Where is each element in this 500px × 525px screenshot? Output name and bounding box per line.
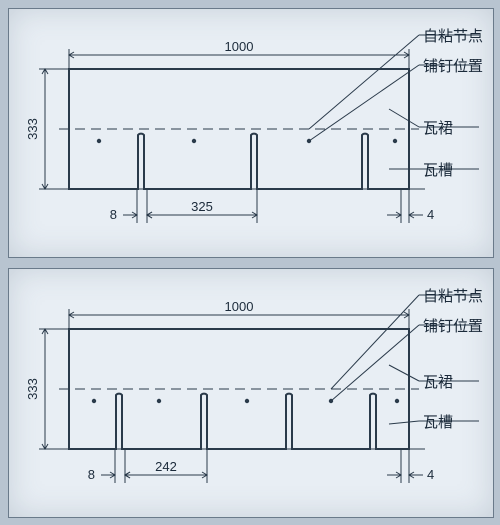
dim-height: 333	[25, 118, 40, 140]
dim-width: 1000	[225, 299, 254, 314]
nail-dot	[97, 139, 101, 143]
nail-dot	[157, 399, 161, 403]
leader-adhesive	[331, 295, 419, 389]
label-slot: 瓦槽	[423, 411, 453, 432]
diagram-panel-top: 1000 333 8 325 4 自粘节点铺钉位置瓦裙瓦槽	[8, 8, 494, 258]
leader-adhesive	[309, 35, 419, 129]
nail-dot	[92, 399, 96, 403]
dim-height: 333	[25, 378, 40, 400]
leader-skirt	[389, 109, 419, 127]
dim-tab-width: 242	[155, 459, 177, 474]
label-slot: 瓦槽	[423, 159, 453, 180]
nail-dot	[192, 139, 196, 143]
leader-nail	[309, 65, 419, 141]
dim-slot-gap: 8	[110, 207, 117, 222]
label-adhesive: 自粘节点	[423, 285, 483, 306]
label-adhesive: 自粘节点	[423, 25, 483, 46]
dim-width: 1000	[225, 39, 254, 54]
nail-dot	[395, 399, 399, 403]
nail-dot	[245, 399, 249, 403]
label-nail: 铺钉位置	[423, 55, 483, 76]
leader-nail	[331, 325, 419, 401]
dim-end-gap: 4	[427, 467, 434, 482]
label-nail: 铺钉位置	[423, 315, 483, 336]
dim-slot-gap: 8	[88, 467, 95, 482]
label-skirt: 瓦裙	[423, 371, 453, 392]
leader-skirt	[389, 365, 419, 381]
diagram-svg-bottom: 1000 333 8 242 4	[9, 269, 493, 517]
label-skirt: 瓦裙	[423, 117, 453, 138]
leader-slot	[389, 421, 419, 424]
dim-tab-width: 325	[191, 199, 213, 214]
diagram-panel-bottom: 1000 333 8 242 4 自粘节点铺钉位置瓦裙瓦槽	[8, 268, 494, 518]
nail-dot	[393, 139, 397, 143]
dim-end-gap: 4	[427, 207, 434, 222]
diagram-svg-top: 1000 333 8 325 4	[9, 9, 493, 257]
